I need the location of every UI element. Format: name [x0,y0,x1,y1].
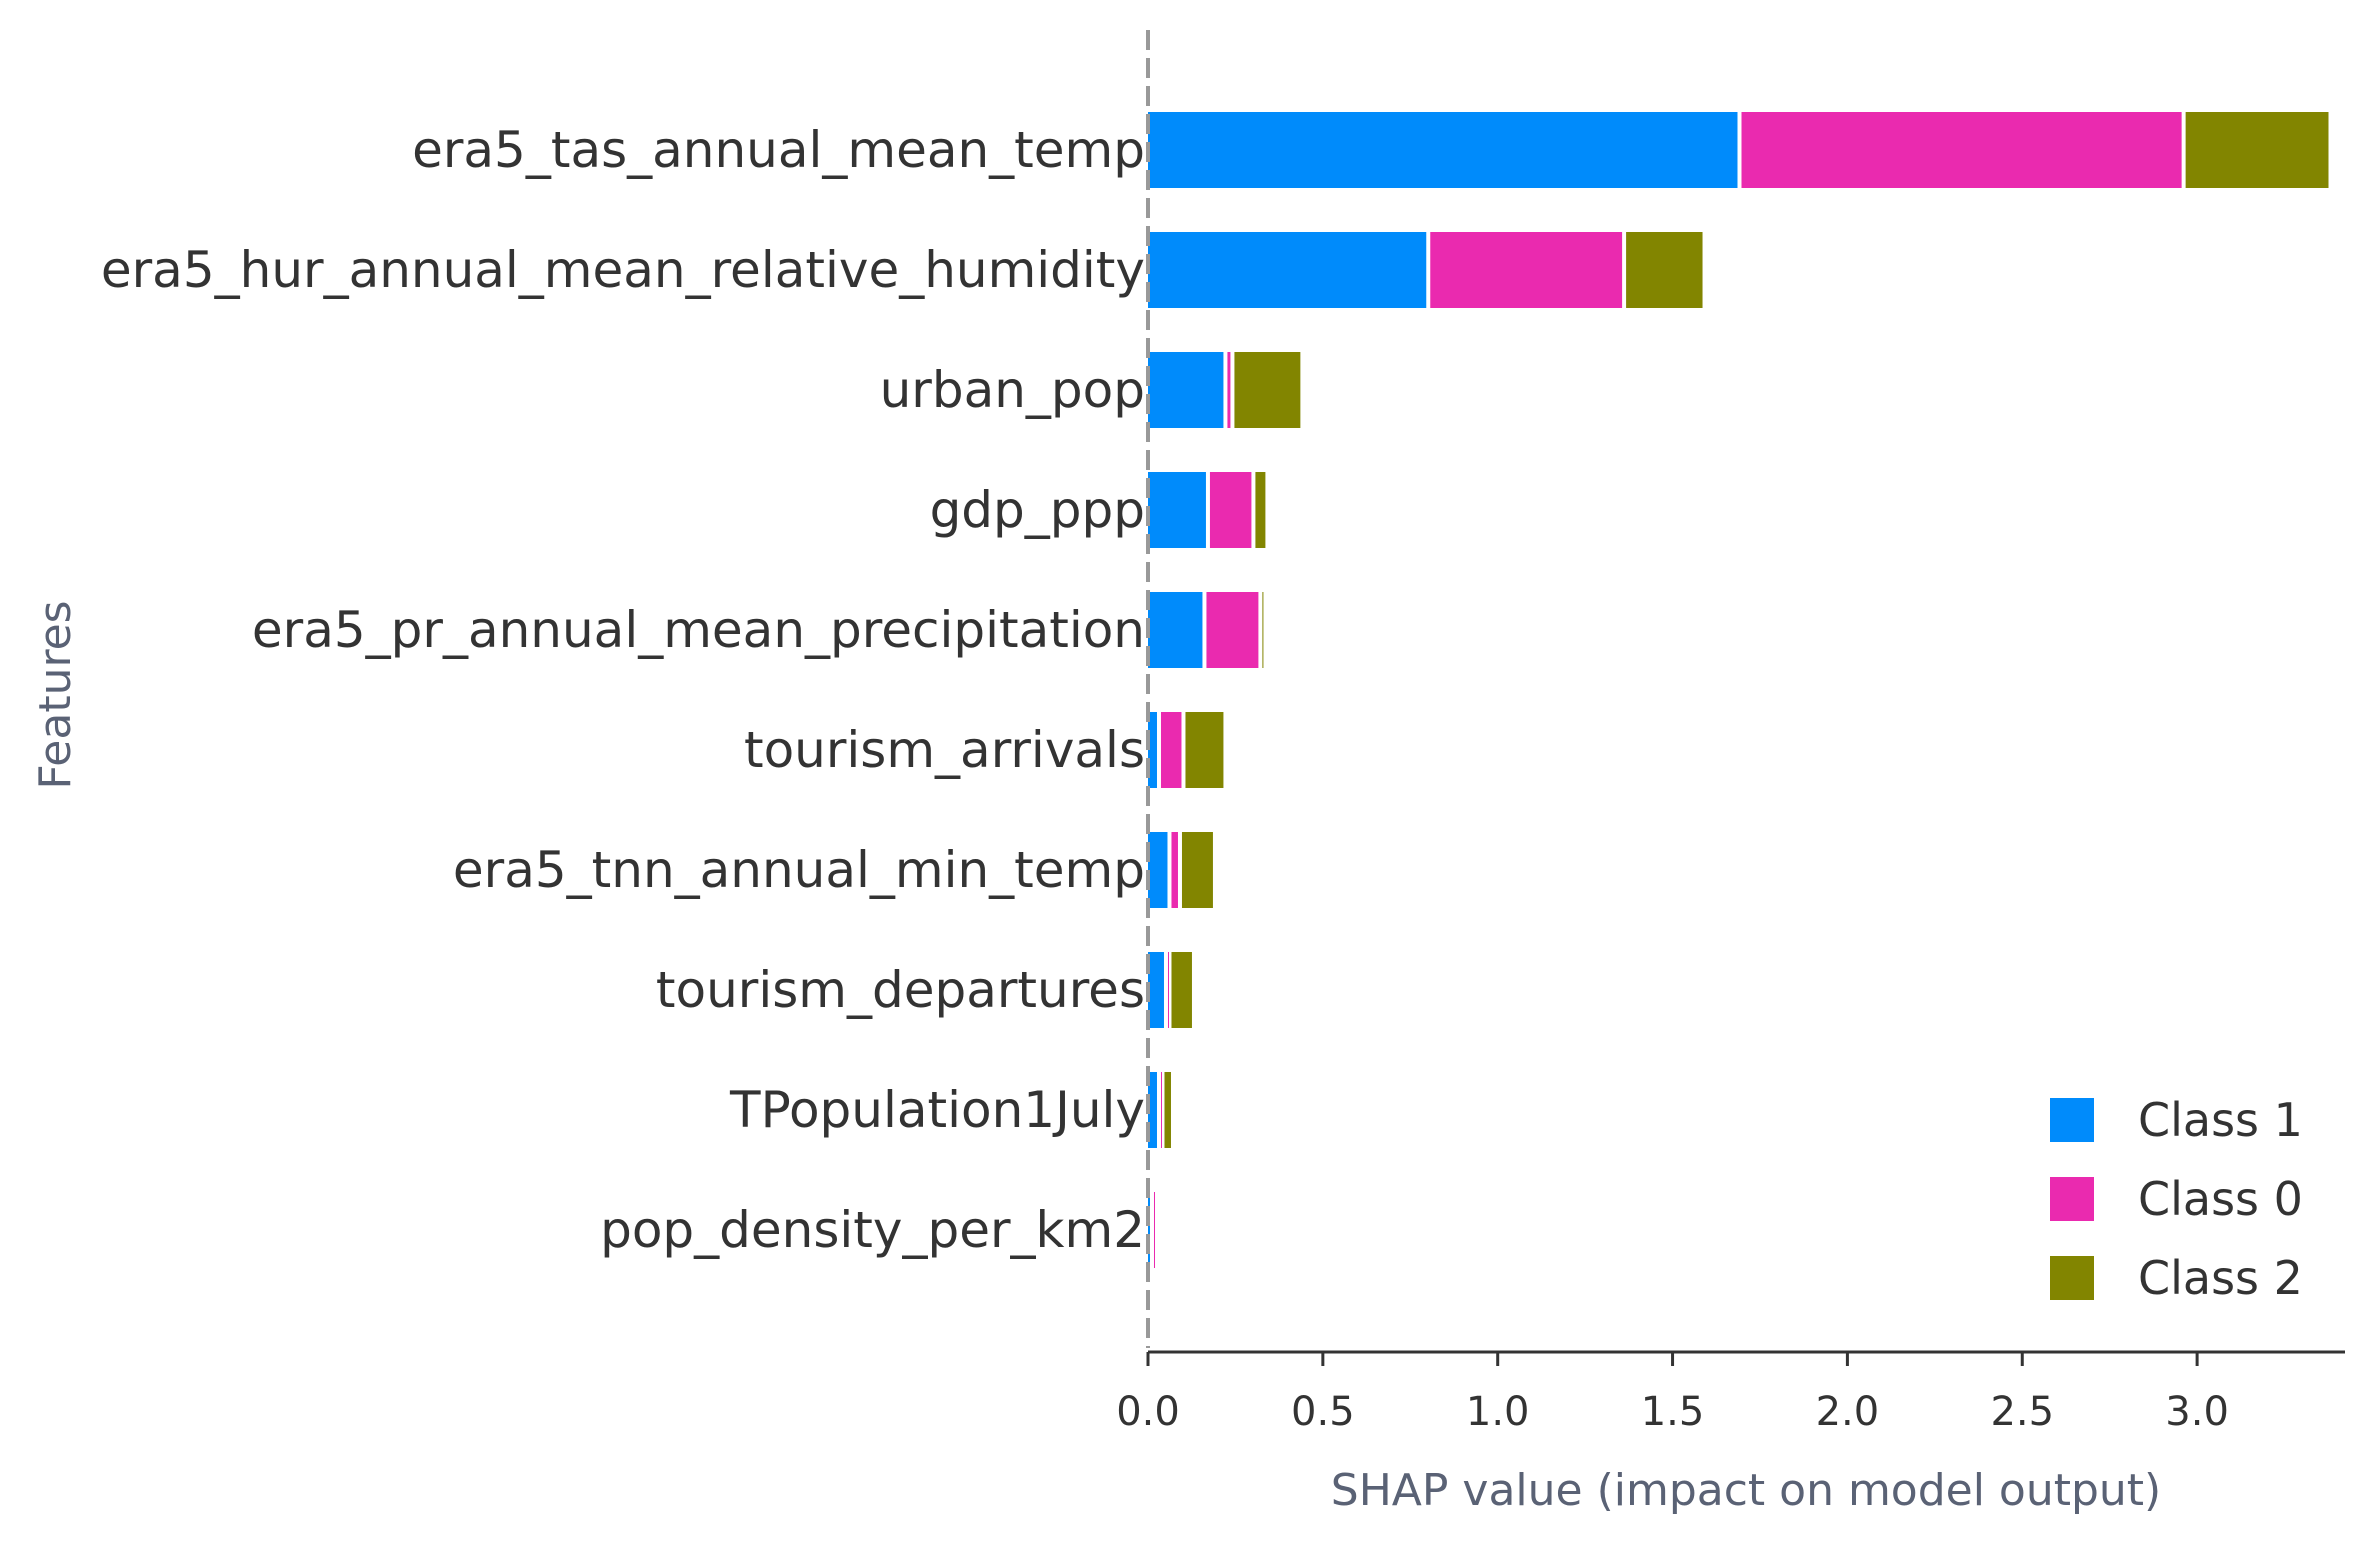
feature-label: gdp_ppp [930,481,1145,539]
feature-labels-group: era5_tas_annual_mean_temp era5_hur_annual… [101,121,1145,1259]
x-tick-label: 3.0 [2165,1389,2229,1435]
bar-class-2-gdp-ppp [1255,472,1266,548]
y-axis-title: Features [30,600,81,789]
bar-class-1-era5-tnn-annual-min-temp [1148,832,1168,908]
legend-label-class-1: Class 1 [2138,1093,2303,1147]
feature-label: era5_pr_annual_mean_precipitation [252,601,1145,659]
bar-class-0-tourism-departures [1167,952,1169,1028]
bar-class-0-era5-pr-annual-mean-precipitation [1206,592,1259,668]
bar-class-1-gdp-ppp [1148,472,1206,548]
bars-group [1148,112,2329,1268]
legend-label-class-0: Class 0 [2138,1172,2303,1226]
bar-class-0-era5-tnn-annual-min-temp [1171,832,1178,908]
bar-class-0-pop-density-per-km2 [1153,1192,1155,1268]
bar-class-2-urban-pop [1234,352,1301,428]
x-tick-label: 0.5 [1291,1389,1355,1435]
bar-class-0-gdp-ppp [1209,472,1252,548]
feature-label: TPopulation1July [729,1081,1145,1139]
bar-class-2-era5-pr-annual-mean-precipitation [1262,592,1264,668]
bar-class-2-tpopulation1july [1164,1072,1171,1148]
bar-class-1-era5-pr-annual-mean-precipitation [1148,592,1203,668]
feature-label: pop_density_per_km2 [600,1201,1145,1259]
x-tick-label: 2.5 [1990,1389,2054,1435]
legend-swatch-class-0 [2050,1177,2094,1221]
bar-class-0-urban-pop [1227,352,1231,428]
feature-label: tourism_arrivals [744,721,1145,779]
legend: Class 1 Class 0 Class 2 [2050,1093,2303,1305]
legend-swatch-class-2 [2050,1256,2094,1300]
bar-class-2-era5-tas-annual-mean-temp [2185,112,2329,188]
x-axis-ticks: 0.0 0.5 1.0 1.5 2.0 2.5 3.0 [1116,1352,2229,1435]
legend-label-class-2: Class 2 [2138,1251,2303,1305]
bar-class-2-era5-tnn-annual-min-temp [1181,832,1213,908]
feature-label: era5_tnn_annual_min_temp [453,841,1145,899]
bar-class-1-era5-tas-annual-mean-temp [1148,112,1738,188]
bar-class-1-urban-pop [1148,352,1224,428]
x-axis-title: SHAP value (impact on model output) [1331,1465,2161,1516]
bar-class-1-era5-hur-annual-mean-relative-humidity [1148,232,1427,308]
bar-class-2-era5-hur-annual-mean-relative-humidity [1626,232,1703,308]
feature-label: era5_tas_annual_mean_temp [412,121,1145,179]
bar-class-2-tourism-departures [1171,952,1192,1028]
bar-class-1-tpopulation1july [1148,1072,1157,1148]
x-tick-label: 1.0 [1466,1389,1530,1435]
bar-class-1-pop-density-per-km2 [1148,1192,1150,1268]
x-tick-label: 2.0 [1816,1389,1880,1435]
bar-class-1-tourism-arrivals [1148,712,1157,788]
feature-label: era5_hur_annual_mean_relative_humidity [101,241,1145,299]
feature-label: urban_pop [880,361,1145,419]
bar-class-2-tourism-arrivals [1185,712,1224,788]
bar-class-0-tourism-arrivals [1160,712,1182,788]
feature-label: tourism_departures [656,961,1145,1019]
x-tick-label: 0.0 [1116,1389,1180,1435]
bar-class-1-tourism-departures [1148,952,1164,1028]
bar-class-0-era5-tas-annual-mean-temp [1741,112,2182,188]
bar-class-0-tpopulation1july [1160,1072,1162,1148]
x-tick-label: 1.5 [1641,1389,1705,1435]
legend-swatch-class-1 [2050,1098,2094,1142]
bar-class-0-era5-hur-annual-mean-relative-humidity [1430,232,1623,308]
